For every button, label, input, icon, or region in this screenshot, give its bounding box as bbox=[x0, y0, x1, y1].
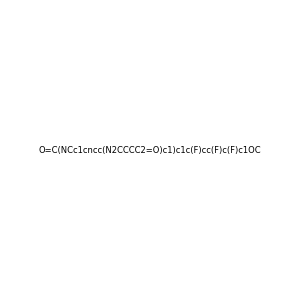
Text: O=C(NCc1cncc(N2CCCC2=O)c1)c1c(F)cc(F)c(F)c1OC: O=C(NCc1cncc(N2CCCC2=O)c1)c1c(F)cc(F)c(F… bbox=[39, 146, 261, 154]
